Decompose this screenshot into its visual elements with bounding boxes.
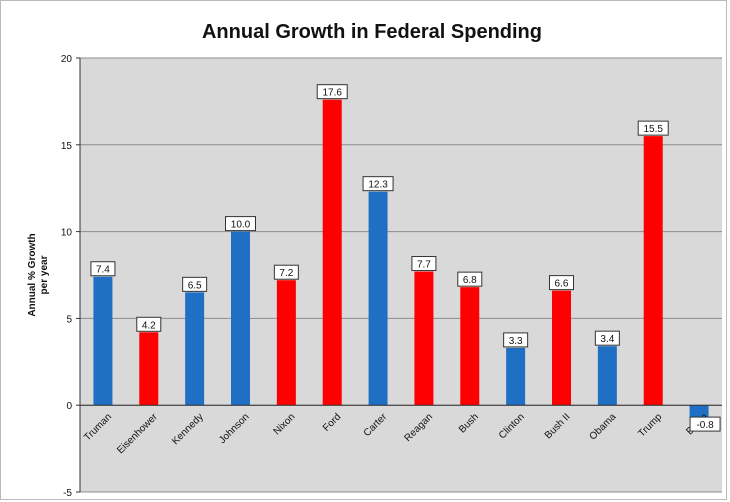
- data-label-box: [316, 84, 348, 100]
- bar-truman: [93, 276, 113, 406]
- plot-background: [80, 58, 722, 492]
- bar-biden: [689, 405, 709, 420]
- y-tick-label: 15: [61, 141, 73, 152]
- data-label: 4.2: [142, 320, 156, 331]
- bar-nixon: [276, 280, 296, 406]
- data-label-box: [549, 275, 574, 291]
- data-label-box: [136, 316, 162, 332]
- data-label: 15.5: [643, 124, 663, 135]
- data-label: 6.6: [555, 279, 569, 290]
- data-label-box: [594, 330, 620, 346]
- y-tick-label: -5: [63, 488, 72, 499]
- bar-bush-ii: [552, 290, 571, 406]
- data-label: 3.3: [509, 336, 523, 347]
- y-tick-label: 0: [66, 401, 72, 412]
- data-label-box: [637, 120, 669, 136]
- chart-title: Annual Growth in Federal Spending: [202, 21, 542, 43]
- data-label: 7.7: [417, 260, 431, 271]
- data-label-box: [362, 176, 394, 192]
- y-tick-label: 10: [61, 228, 73, 239]
- bar-bush: [460, 287, 480, 406]
- bar-trump: [643, 136, 663, 406]
- data-label-box: [503, 332, 529, 348]
- data-label: 7.4: [96, 265, 110, 276]
- data-label: 17.6: [322, 88, 342, 99]
- bar-johnson: [231, 231, 250, 406]
- data-label-box: [90, 261, 116, 277]
- bar-ford: [322, 99, 342, 406]
- data-label: 10.0: [231, 220, 251, 231]
- y-axis-label-line2: per year: [39, 255, 50, 294]
- data-label: 7.2: [279, 268, 293, 279]
- y-axis-label-line1: Annual % Growth: [27, 233, 38, 316]
- data-label-box: [457, 271, 483, 287]
- data-label-box: [182, 276, 208, 292]
- data-label-box: [273, 264, 299, 280]
- data-label: -0.8: [696, 420, 714, 431]
- data-label: 3.4: [600, 334, 614, 345]
- bar-reagan: [414, 271, 434, 406]
- data-label-box: [411, 256, 437, 272]
- data-label: 6.8: [463, 275, 477, 286]
- bar-eisenhower: [139, 332, 159, 406]
- data-label: 12.3: [368, 180, 388, 191]
- bar-obama: [597, 346, 617, 406]
- data-label: 6.5: [188, 280, 202, 291]
- data-label-box: [689, 416, 721, 432]
- y-tick-label: 20: [61, 54, 73, 65]
- y-tick-label: 5: [66, 314, 72, 325]
- bar-clinton: [506, 347, 526, 406]
- bar-kennedy: [185, 292, 205, 406]
- data-label-box: [225, 216, 256, 232]
- bar-carter: [368, 191, 388, 406]
